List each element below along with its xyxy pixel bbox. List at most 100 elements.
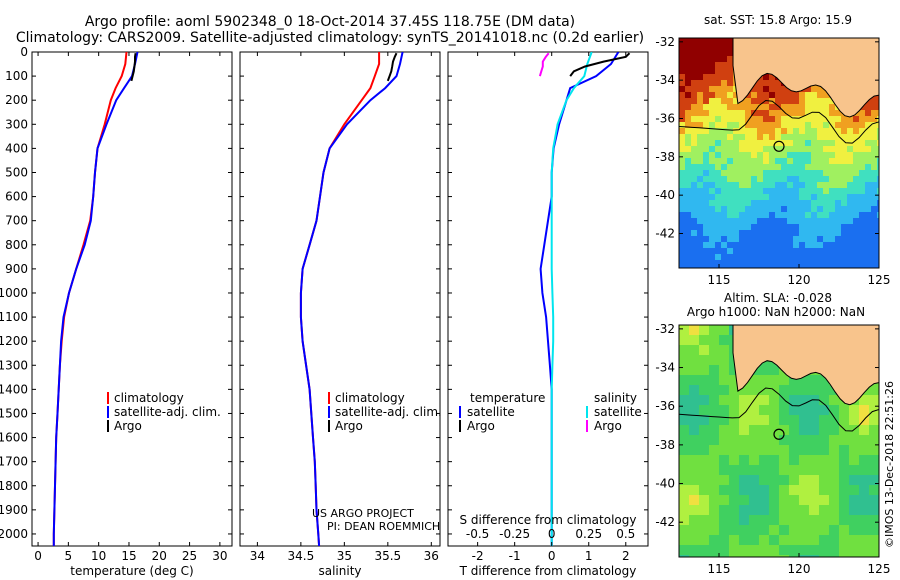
map-cell [709,104,716,111]
map-cell [763,188,770,195]
map-cell [823,230,830,237]
map-cell [805,116,812,123]
map-cell [859,395,870,406]
map-cell [847,122,854,129]
map-cell [853,248,860,255]
map-cell [709,525,720,536]
depth-tick-label: 900 [5,262,28,276]
map-cell [751,266,758,268]
map-cell [877,170,879,177]
map-cell [689,465,700,476]
map-cell [809,385,820,396]
map-cell [829,170,836,177]
map-cell [715,74,722,81]
map-cell [849,505,860,516]
map-cell [775,242,782,249]
map-cell [709,375,720,386]
depth-tick-label: 200 [5,93,28,107]
map-cell [841,182,848,189]
map-cell [865,158,872,165]
map-cell [859,465,870,476]
map-cell [841,206,848,213]
map-y-tick-label: -36 [655,112,675,126]
map-cell [691,110,698,117]
map-cell [727,50,734,57]
map-cell [685,122,692,129]
map-cell [749,425,760,436]
map-cell [721,116,728,123]
map-cell [699,495,710,506]
map-cell [805,92,812,99]
map-cell [719,425,730,436]
map-x-tick-label: 115 [708,273,731,287]
map-cell [839,415,850,426]
map-cell [775,182,782,189]
map-cell [869,385,879,396]
map-cell [847,164,854,171]
series-s-satellite [550,52,593,546]
map-cell [727,56,734,63]
map-cell [859,545,870,556]
map-cell [685,110,692,117]
map-cell [739,535,750,546]
map-cell [769,194,776,201]
map-cell [727,206,734,213]
map-cell [721,98,728,105]
map-cell [847,260,854,267]
map-cell [721,38,728,45]
map-cell [733,242,740,249]
map-cell [835,116,842,123]
map-cell [799,230,806,237]
map-cell [699,535,710,546]
map-cell [697,200,704,207]
map-cell [853,194,860,201]
map-cell [721,128,728,135]
map-cell [691,74,698,81]
x-tick-label: 35.5 [374,549,401,563]
map-cell [691,236,698,243]
map-cell [709,116,716,123]
map-cell [789,425,800,436]
map-cell [871,98,878,105]
map-cell [853,128,860,135]
map-cell [703,104,710,111]
map-cell [849,485,860,496]
map-cell [759,435,770,446]
map-cell [781,230,788,237]
map-cell [685,104,692,111]
map-cell [751,218,758,225]
map-cell [679,395,690,406]
map-cell [697,152,704,159]
map-cell [841,218,848,225]
map-cell [715,122,722,129]
map-cell [871,110,878,117]
map-cell [703,176,710,183]
x-tick-label: -2 [472,549,484,563]
map-cell [679,224,686,231]
map-cell [719,355,730,366]
map-cell [709,182,716,189]
map-cell [853,236,860,243]
map-cell [847,242,854,249]
map-cell [751,86,758,93]
map-cell [709,345,720,356]
map-cell [719,405,730,416]
map-cell [787,128,794,135]
map-cell [787,134,794,141]
map-cell [757,80,764,87]
map-cell [757,236,764,243]
map-cell [721,194,728,201]
map-cell [781,242,788,249]
map-cell [759,535,770,546]
map-cell [739,146,746,153]
map-cell [721,260,728,267]
map-cell [749,445,760,456]
map-cell [703,152,710,159]
map-cell [849,415,860,426]
map-cell [779,405,790,416]
map-cell [809,505,820,516]
map-cell [745,266,752,268]
map-cell [715,254,722,261]
map-cell [763,182,770,189]
salinity-x-ticks: 34 34.5 35 35.5 36 [250,52,439,563]
